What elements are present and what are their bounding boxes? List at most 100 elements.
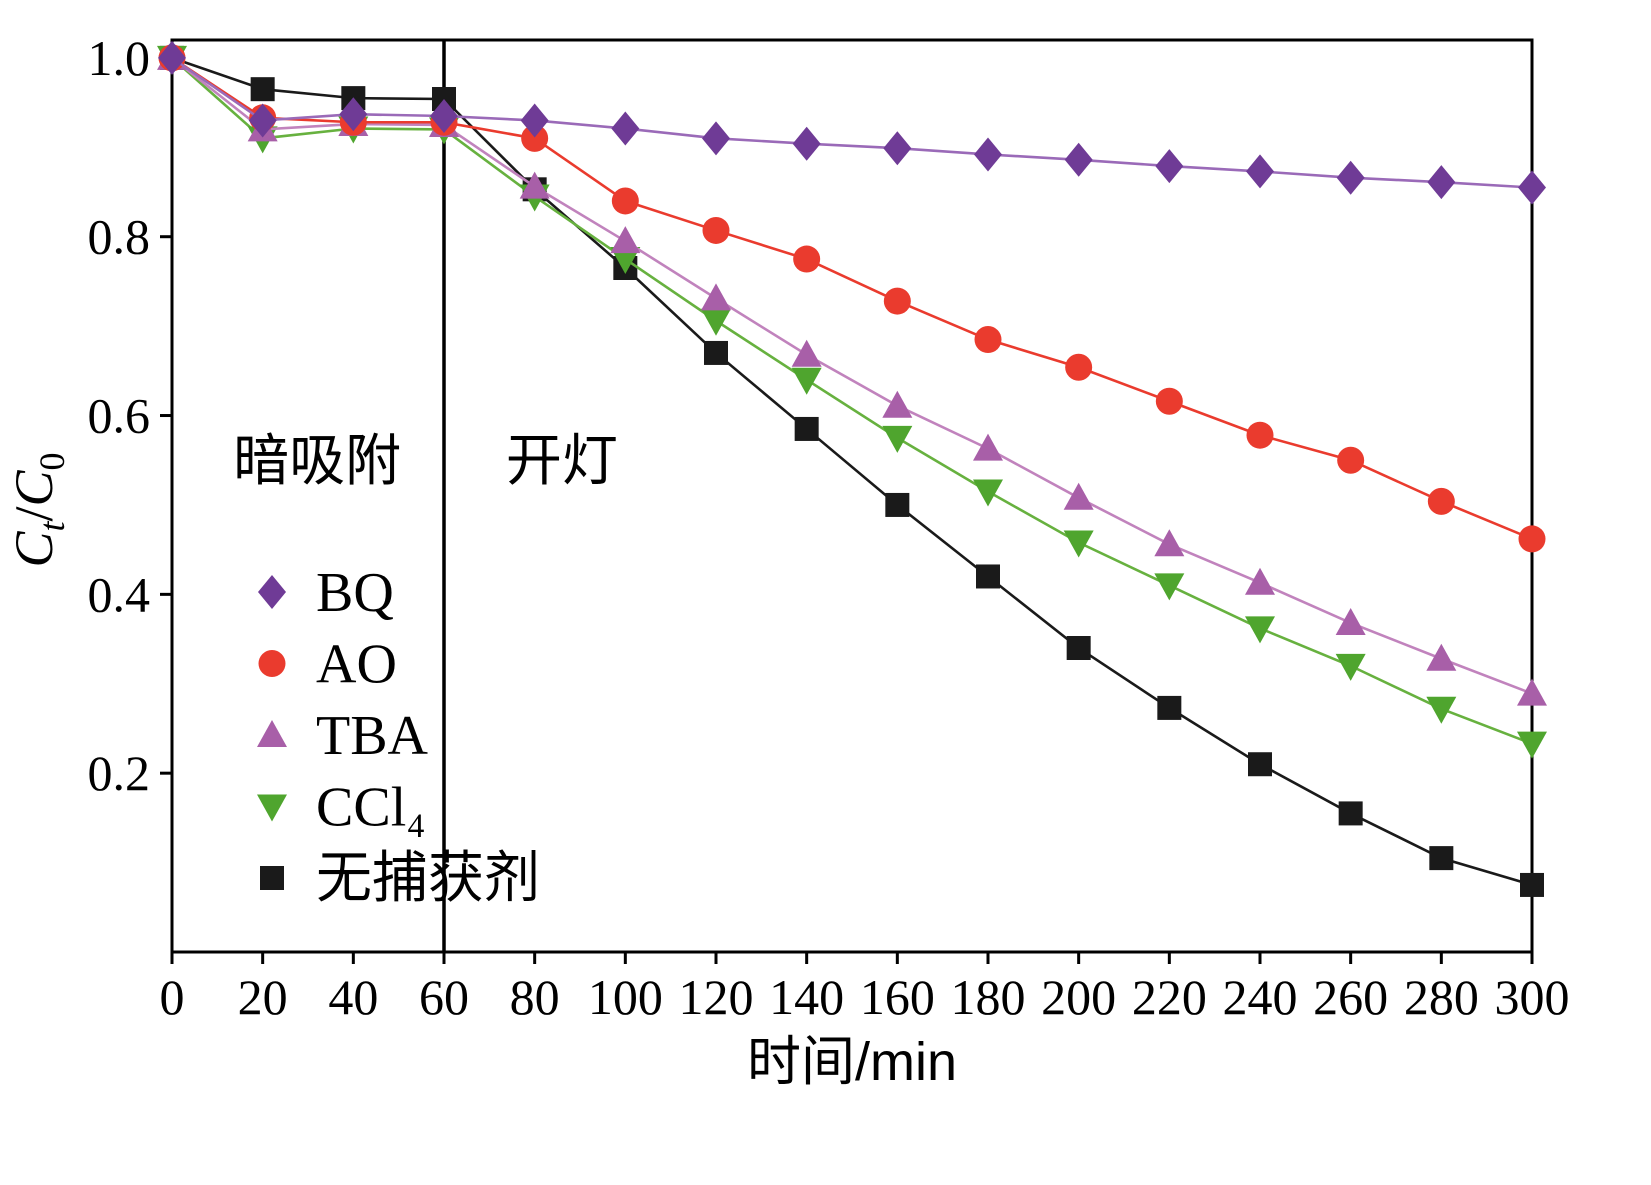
triangle-down-marker	[701, 308, 731, 336]
triangle-up-marker	[257, 720, 287, 747]
y-tick-label: 0.2	[88, 745, 151, 801]
diamond-marker	[974, 137, 1002, 172]
series-AO	[158, 44, 1546, 553]
circle-marker	[974, 326, 1002, 354]
square-marker	[704, 340, 728, 365]
legend: BQ AO TBA CCl₄ 无捕获剂	[257, 562, 540, 909]
triangle-up-marker	[791, 339, 822, 367]
square-marker	[1520, 872, 1544, 897]
square-marker	[1338, 801, 1363, 826]
x-tick-label: 260	[1313, 969, 1388, 1025]
series-line	[171, 56, 1533, 745]
triangle-up-marker	[1245, 567, 1275, 595]
y-tick-label: 0.6	[88, 388, 151, 444]
diamond-marker	[430, 99, 458, 133]
triangle-up-marker	[1517, 678, 1547, 706]
x-tick-label: 80	[510, 969, 560, 1025]
diamond-marker	[520, 103, 549, 138]
y-axis-ticks: 0.2 0.4 0.6 0.8 1.0	[88, 30, 172, 801]
triangle-down-marker	[791, 367, 822, 395]
y-tick-label: 1.0	[88, 30, 151, 86]
triangle-down-marker	[882, 425, 913, 453]
diamond-marker	[1064, 142, 1093, 177]
circle-marker	[521, 124, 549, 152]
diamond-marker	[883, 131, 912, 166]
circle-marker	[793, 245, 821, 273]
square-marker	[1429, 846, 1454, 871]
square-marker	[794, 416, 819, 441]
triangle-down-marker	[1154, 573, 1185, 601]
triangle-down-marker	[973, 479, 1003, 507]
triangle-up-marker	[1426, 643, 1457, 671]
x-tick-label: 20	[238, 969, 288, 1025]
triangle-down-marker	[1063, 530, 1094, 558]
triangle-down-marker	[257, 794, 287, 822]
diamond-marker	[702, 121, 730, 156]
x-tick-label: 60	[419, 969, 469, 1025]
y-tick-label: 0.4	[88, 566, 151, 622]
x-tick-label: 300	[1495, 969, 1570, 1025]
circle-marker	[702, 216, 730, 244]
square-marker	[976, 564, 1000, 589]
circle-marker	[1337, 446, 1365, 474]
diamond-marker	[1155, 149, 1184, 184]
x-tick-label: 120	[679, 969, 754, 1025]
x-tick-label: 160	[860, 969, 935, 1025]
legend-label-BQ: BQ	[316, 562, 394, 624]
x-tick-label: 100	[588, 969, 663, 1025]
triangle-up-marker	[701, 283, 731, 311]
square-marker	[885, 492, 910, 517]
circle-marker	[1518, 525, 1546, 553]
x-tick-label: 140	[769, 969, 844, 1025]
circle-marker	[1065, 353, 1093, 381]
x-tick-label: 220	[1132, 969, 1207, 1025]
y-tick-label: 0.8	[88, 209, 151, 265]
triangle-up-marker	[1063, 482, 1094, 510]
annotation-暗吸附: 暗吸附	[233, 429, 401, 492]
triangle-up-marker	[1335, 607, 1366, 635]
legend-label-CCl₄: CCl₄	[316, 777, 426, 839]
triangle-down-marker	[1245, 616, 1275, 644]
diamond-marker	[1518, 170, 1546, 205]
series-line	[171, 56, 1533, 887]
diamond-marker	[1246, 154, 1274, 189]
legend-label-TBA: TBA	[316, 705, 429, 767]
square-marker	[1157, 695, 1182, 720]
x-tick-label: 180	[951, 969, 1026, 1025]
series-line	[171, 56, 1533, 541]
diamond-marker	[339, 97, 368, 132]
x-tick-label: 280	[1404, 969, 1479, 1025]
circle-marker	[1155, 387, 1183, 415]
x-tick-label: 200	[1041, 969, 1116, 1025]
series-BQ	[158, 40, 1546, 205]
diamond-marker	[1427, 165, 1456, 200]
square-marker	[260, 866, 284, 890]
diamond-marker	[248, 103, 277, 138]
triangle-up-marker	[610, 226, 641, 254]
legend-label-AO: AO	[316, 634, 397, 696]
circle-marker	[883, 287, 911, 315]
circle-marker	[258, 650, 286, 677]
diamond-marker	[1336, 160, 1365, 195]
triangle-down-marker	[610, 247, 641, 275]
triangle-up-marker	[882, 390, 913, 418]
square-marker	[1066, 636, 1091, 660]
axes	[170, 38, 1534, 954]
circle-marker	[1246, 421, 1274, 449]
square-marker	[250, 77, 275, 102]
triangle-down-marker	[1517, 731, 1547, 759]
diamond-marker	[792, 126, 821, 161]
triangle-up-marker	[1154, 529, 1185, 557]
circle-marker	[611, 187, 639, 215]
triangle-down-marker	[1426, 696, 1457, 724]
square-marker	[1248, 752, 1272, 777]
diamond-marker	[611, 111, 640, 146]
x-tick-label: 0	[160, 969, 185, 1025]
series-line	[171, 56, 1533, 695]
x-axis-title: 时间/min	[747, 1032, 957, 1092]
annotation-开灯: 开灯	[506, 429, 618, 492]
x-axis-ticks: 0 20 40 60 80 100 120 140 160 180 200 220 240 260 280 3…	[160, 952, 1570, 1025]
x-tick-label: 240	[1223, 969, 1298, 1025]
